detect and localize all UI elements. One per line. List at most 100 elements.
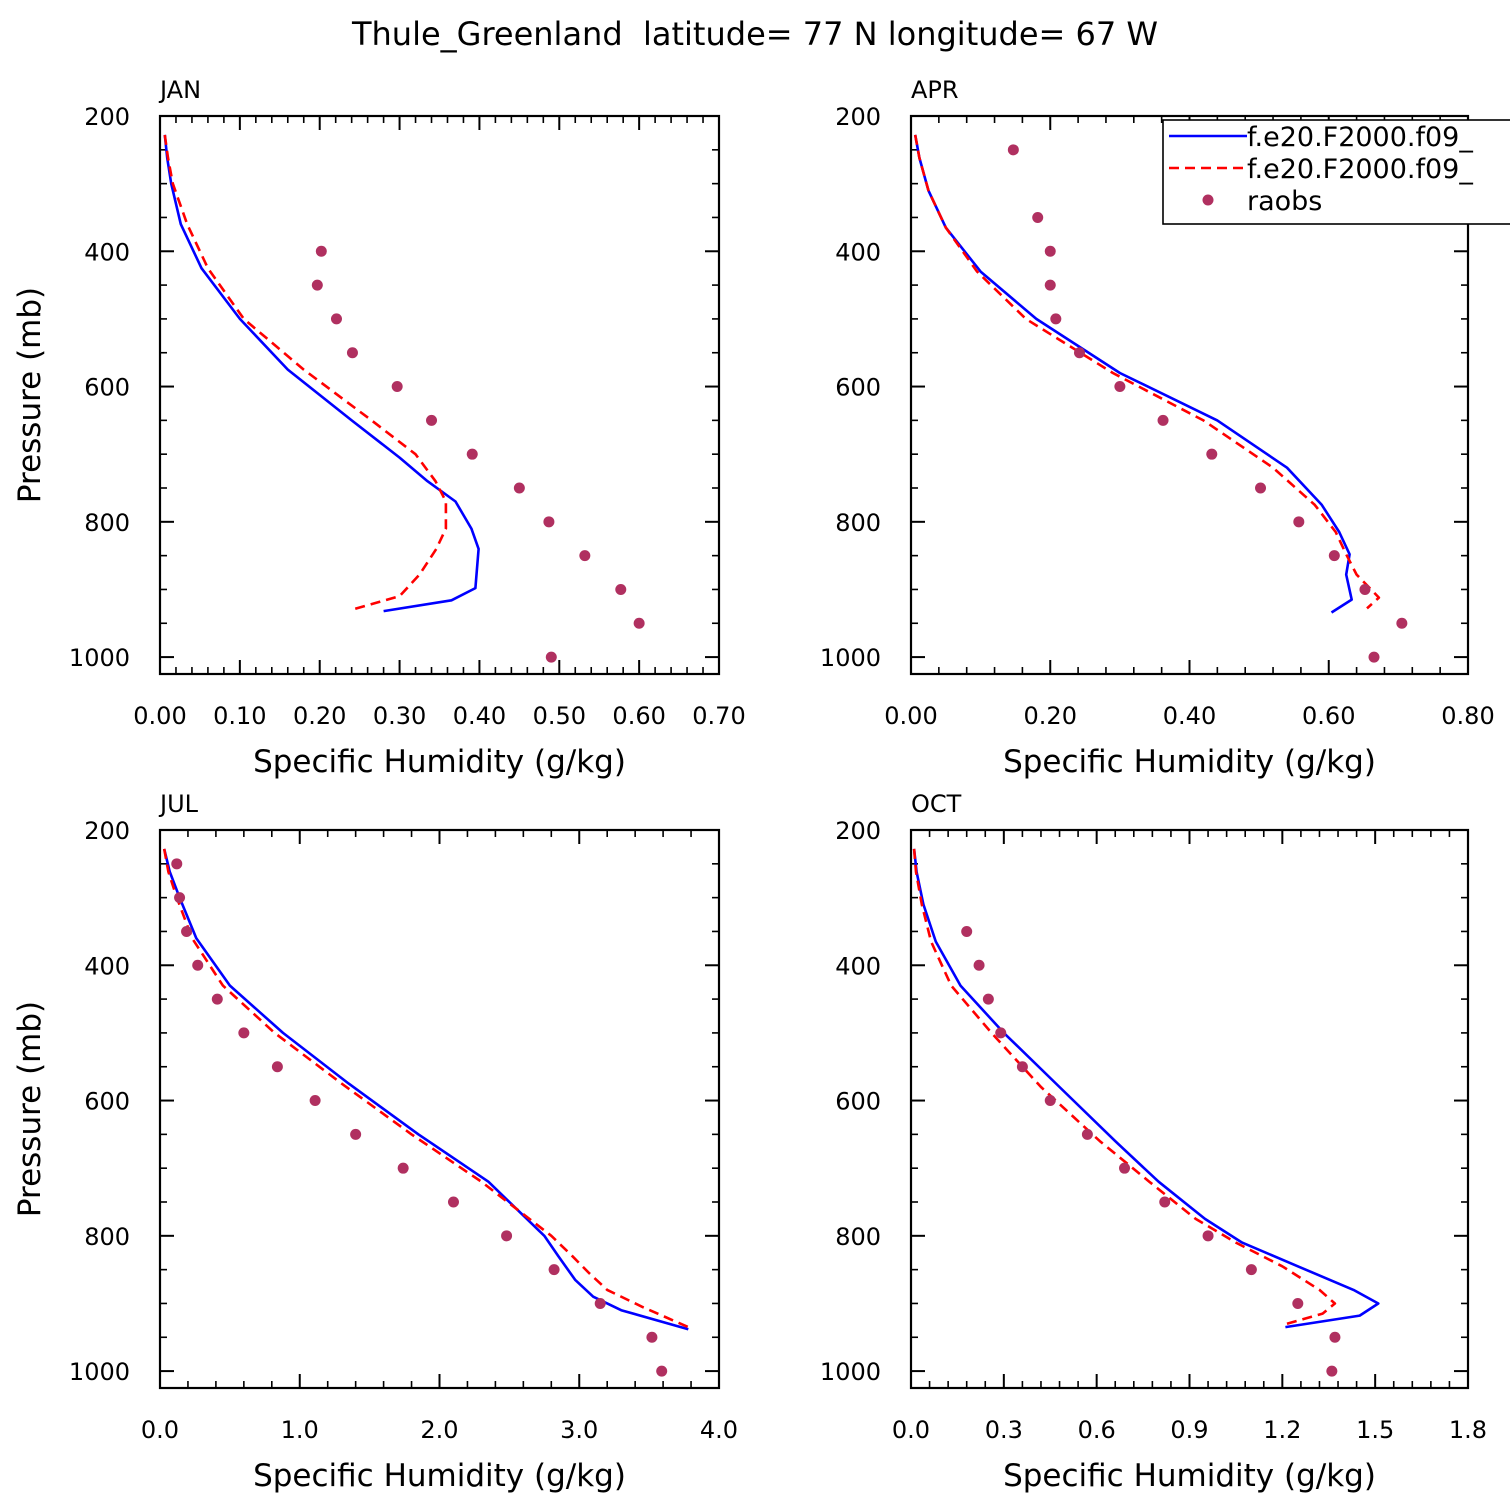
oct-x-axis-label: Specific Humidity (g/kg)	[1003, 1458, 1376, 1494]
jul-y-tick-label: 800	[84, 1223, 130, 1251]
jul-y-axis-label: Pressure (mb)	[12, 1001, 48, 1217]
legend: f.e20.F2000.f09_f.e20.F2000.f09_raobs	[1162, 119, 1510, 225]
jan-model-dashed-line	[163, 134, 448, 611]
jan-x-tick-label: 0.30	[373, 702, 426, 730]
oct-plot-frame	[909, 828, 1470, 1390]
oct-raobs-point	[1329, 1331, 1341, 1343]
apr-y-tick-label: 1000	[820, 644, 881, 672]
jul-raobs-point	[646, 1331, 658, 1343]
jan-raobs-point	[633, 617, 645, 629]
panel-apr: APR 0.00 0.20 0.40 0.60 0.80 200 400 600 800 1000 S…	[820, 76, 1495, 780]
jul-raobs-point	[656, 1365, 668, 1377]
jul-raobs-point	[192, 959, 204, 971]
apr-raobs-point	[1044, 279, 1056, 291]
oct-x-tick-label: 0.0	[892, 1416, 930, 1444]
jul-raobs-point	[350, 1128, 362, 1140]
apr-y-tick-label: 800	[835, 509, 881, 537]
legend-label: f.e20.F2000.f09_	[1247, 122, 1473, 153]
jul-x-tick-label: 0.0	[141, 1416, 179, 1444]
jan-x-tick-label: 0.00	[133, 702, 186, 730]
apr-raobs-point	[1368, 651, 1380, 663]
oct-raobs-point	[1159, 1196, 1171, 1208]
oct-model-dashed-line	[912, 848, 1337, 1327]
apr-raobs-point	[1007, 144, 1019, 156]
apr-raobs-point	[1206, 448, 1218, 460]
apr-raobs-point	[1050, 313, 1062, 325]
jan-raobs-point	[513, 482, 525, 494]
jan-y-tick-label: 1000	[69, 644, 130, 672]
jan-plot-frame	[158, 114, 721, 676]
jan-y-axis-label: Pressure (mb)	[12, 287, 48, 503]
oct-x-tick-label: 1.8	[1449, 1416, 1487, 1444]
oct-panel-label: OCT	[911, 790, 962, 818]
jan-raobs-point	[311, 279, 323, 291]
jan-y-tick-label: 200	[84, 103, 130, 131]
jan-y-tick-label: 800	[84, 509, 130, 537]
apr-raobs-point	[1255, 482, 1267, 494]
apr-raobs-point	[1293, 516, 1305, 528]
jul-y-tick-label: 200	[84, 817, 130, 845]
jul-raobs-point	[594, 1297, 606, 1309]
jul-x-tick-label: 3.0	[560, 1416, 598, 1444]
jul-raobs-point	[171, 858, 183, 870]
panel-oct: OCT 0.0 0.3 0.6 0.9 1.2 1.5 1.8 200 400 600 800 1000…	[820, 790, 1487, 1494]
apr-y-tick-label: 400	[835, 238, 881, 266]
jul-x-tick-label: 4.0	[700, 1416, 738, 1444]
jan-raobs-point	[391, 381, 403, 393]
apr-x-tick-label: 0.00	[884, 702, 937, 730]
jul-panel-label: JUL	[158, 790, 199, 818]
oct-raobs-point	[1081, 1128, 1093, 1140]
jul-raobs-point	[271, 1061, 283, 1073]
oct-y-tick-label: 200	[835, 817, 881, 845]
oct-raobs-point	[973, 959, 985, 971]
jul-raobs-point	[397, 1162, 409, 1174]
apr-y-tick-label: 200	[835, 103, 881, 131]
jul-raobs-point	[181, 925, 193, 937]
jul-x-tick-label: 2.0	[420, 1416, 458, 1444]
apr-x-tick-label: 0.80	[1441, 702, 1494, 730]
apr-x-tick-label: 0.40	[1163, 702, 1216, 730]
apr-raobs-point	[1157, 414, 1169, 426]
jan-panel-label: JAN	[158, 76, 201, 104]
jan-model-solid-line	[163, 134, 480, 613]
oct-y-tick-label: 1000	[820, 1358, 881, 1386]
jan-raobs-point	[426, 414, 438, 426]
jan-raobs-point	[330, 313, 342, 325]
jul-y-tick-label: 400	[84, 952, 130, 980]
panel-jan: JAN 0.00 0.10 0.20 0.30 0.40 0.50 0.60 0.70 200 40…	[12, 76, 746, 780]
jan-raobs-point	[315, 245, 327, 257]
jan-raobs-point	[579, 550, 591, 562]
jul-raobs-point	[309, 1095, 321, 1107]
jul-y-tick-label: 600	[84, 1088, 130, 1116]
jul-raobs-point	[447, 1196, 459, 1208]
jan-x-tick-label: 0.60	[612, 702, 665, 730]
apr-raobs-point	[1359, 583, 1371, 595]
jan-x-tick-label: 0.20	[293, 702, 346, 730]
jul-raobs-point	[501, 1230, 513, 1242]
oct-x-tick-label: 1.5	[1356, 1416, 1394, 1444]
oct-model-solid-line	[912, 848, 1380, 1329]
oct-raobs-point	[1119, 1162, 1131, 1174]
jul-y-tick-label: 1000	[69, 1358, 130, 1386]
oct-x-tick-label: 1.2	[1263, 1416, 1301, 1444]
jul-x-axis-label: Specific Humidity (g/kg)	[253, 1458, 626, 1494]
jan-x-axis-label: Specific Humidity (g/kg)	[253, 744, 626, 780]
oct-x-tick-label: 0.3	[985, 1416, 1023, 1444]
oct-raobs-point	[961, 925, 973, 937]
apr-raobs-point	[1396, 617, 1408, 629]
oct-x-tick-label: 0.9	[1170, 1416, 1208, 1444]
jul-raobs-point	[548, 1264, 560, 1276]
jan-raobs-point	[543, 516, 555, 528]
legend-swatch-marker	[1202, 194, 1214, 206]
oct-y-tick-label: 400	[835, 952, 881, 980]
jan-y-tick-label: 600	[84, 374, 130, 402]
jul-raobs-point	[211, 993, 223, 1005]
oct-raobs-point	[995, 1027, 1007, 1039]
figure-title: Thule_Greenland latitude= 77 N longitude…	[351, 15, 1158, 53]
apr-raobs-point	[1044, 245, 1056, 257]
oct-raobs-point	[1202, 1230, 1214, 1242]
oct-raobs-point	[1245, 1264, 1257, 1276]
jan-x-tick-label: 0.10	[213, 702, 266, 730]
jul-x-tick-label: 1.0	[281, 1416, 319, 1444]
